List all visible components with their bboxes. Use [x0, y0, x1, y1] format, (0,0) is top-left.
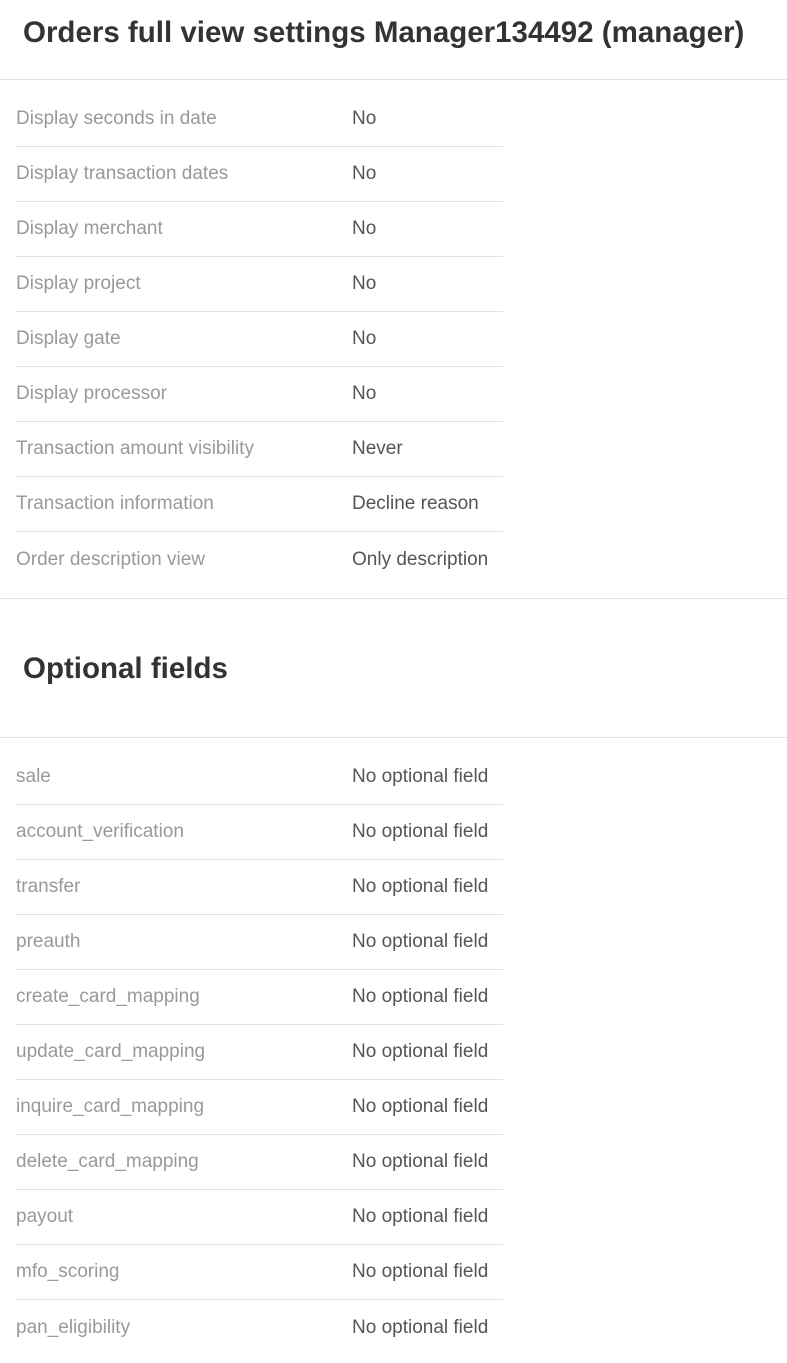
- row-label: account_verification: [16, 821, 184, 842]
- row-label: sale: [16, 766, 51, 787]
- row-label: update_card_mapping: [16, 1041, 206, 1062]
- row-label: Display gate: [16, 328, 121, 349]
- optional-field-row: pan_eligibility No optional field: [16, 1300, 503, 1355]
- settings-list: Display seconds in date No Display transac…: [0, 80, 787, 599]
- setting-row: Transaction information Decline reason: [16, 477, 503, 532]
- optional-fields-title: Optional fields: [23, 652, 228, 685]
- row-label: payout: [16, 1206, 74, 1227]
- row-label: Display transaction dates: [16, 163, 229, 184]
- row-label: Display seconds in date: [16, 108, 217, 129]
- optional-fields-header: Optional fields: [0, 599, 787, 738]
- optional-field-row: preauth No optional field: [16, 915, 503, 970]
- row-label: create_card_mapping: [16, 986, 200, 1007]
- row-value: No optional field: [352, 1151, 489, 1172]
- row-value: No: [352, 163, 377, 184]
- optional-field-row: delete_card_mapping No optional field: [16, 1135, 503, 1190]
- row-value: No optional field: [352, 766, 489, 787]
- row-value: Only description: [352, 548, 489, 570]
- row-value: No: [352, 273, 377, 294]
- row-value: Decline reason: [352, 493, 479, 514]
- optional-field-row: transfer No optional field: [16, 860, 503, 915]
- setting-row: Display processor No: [16, 367, 503, 422]
- row-label: Display merchant: [16, 218, 163, 239]
- row-label: Display processor: [16, 383, 167, 404]
- row-value: No: [352, 383, 377, 404]
- row-value: No optional field: [352, 1096, 489, 1117]
- row-value: No: [352, 328, 377, 349]
- page-header: Orders full view settings Manager134492 …: [0, 0, 787, 80]
- row-label: Order description view: [16, 548, 206, 570]
- row-value: No optional field: [352, 1316, 489, 1338]
- optional-field-row: update_card_mapping No optional field: [16, 1025, 503, 1080]
- row-value: No optional field: [352, 1041, 489, 1062]
- row-label: delete_card_mapping: [16, 1151, 199, 1172]
- optional-field-row: inquire_card_mapping No optional field: [16, 1080, 503, 1135]
- row-value: No optional field: [352, 821, 489, 842]
- row-label: Transaction information: [16, 493, 214, 514]
- setting-row: Display transaction dates No: [16, 147, 503, 202]
- row-value: No: [352, 108, 377, 129]
- row-value: No optional field: [352, 1206, 489, 1227]
- row-value: No optional field: [352, 986, 489, 1007]
- optional-field-row: mfo_scoring No optional field: [16, 1245, 503, 1300]
- row-label: transfer: [16, 876, 81, 897]
- row-value: Never: [352, 438, 403, 459]
- optional-field-row: payout No optional field: [16, 1190, 503, 1245]
- setting-row: Display project No: [16, 257, 503, 312]
- row-label: pan_eligibility: [16, 1316, 131, 1338]
- optional-field-row: sale No optional field: [16, 750, 503, 805]
- setting-row: Transaction amount visibility Never: [16, 422, 503, 477]
- row-label: Transaction amount visibility: [16, 438, 254, 459]
- row-label: Display project: [16, 273, 141, 294]
- row-value: No optional field: [352, 876, 489, 897]
- setting-row: Order description view Only description: [16, 532, 503, 587]
- row-label: preauth: [16, 931, 81, 952]
- setting-row: Display seconds in date No: [16, 92, 503, 147]
- setting-row: Display merchant No: [16, 202, 503, 257]
- setting-row: Display gate No: [16, 312, 503, 367]
- row-value: No optional field: [352, 1261, 489, 1282]
- row-label: mfo_scoring: [16, 1261, 120, 1282]
- optional-fields-list: sale No optional field account_verificatio…: [0, 738, 787, 1355]
- row-label: inquire_card_mapping: [16, 1096, 205, 1117]
- optional-field-row: create_card_mapping No optional field: [16, 970, 503, 1025]
- row-value: No optional field: [352, 931, 489, 952]
- optional-field-row: account_verification No optional field: [16, 805, 503, 860]
- page-title: Orders full view settings Manager134492 …: [23, 16, 745, 49]
- row-value: No: [352, 218, 377, 239]
